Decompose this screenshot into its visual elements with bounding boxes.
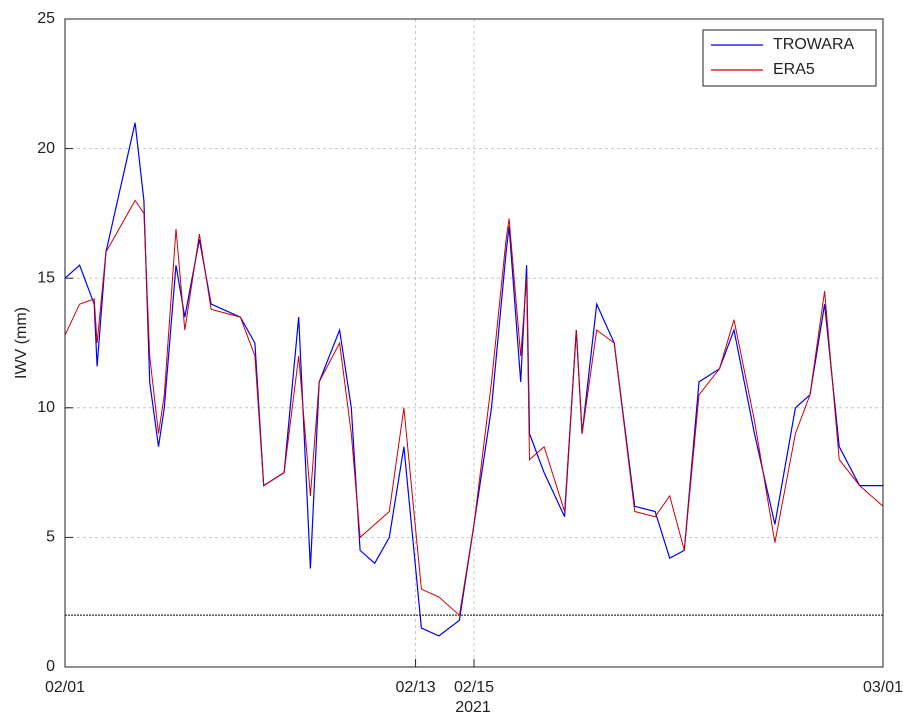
legend-label: TROWARA: [773, 36, 855, 53]
y-tick-label: 10: [37, 399, 55, 416]
y-axis-label: IWV (mm): [13, 307, 30, 379]
x-tick-label: 03/01: [863, 679, 903, 696]
legend-label: ERA5: [773, 61, 815, 78]
y-tick-label: 5: [46, 529, 55, 546]
y-tick-label: 0: [46, 658, 55, 675]
x-tick-label: 02/13: [396, 679, 436, 696]
x-tick-label: 02/15: [454, 679, 494, 696]
x-tick-label: 02/01: [45, 679, 85, 696]
data-line: [64, 122, 883, 637]
y-tick-label: 20: [37, 140, 55, 157]
y-tick-label: 25: [37, 10, 55, 27]
plot-frame: [64, 18, 884, 668]
legend-box: [702, 29, 877, 87]
x-axis-label: 2021: [455, 699, 491, 716]
data-line: [64, 199, 884, 617]
y-tick-label: 15: [37, 269, 55, 286]
